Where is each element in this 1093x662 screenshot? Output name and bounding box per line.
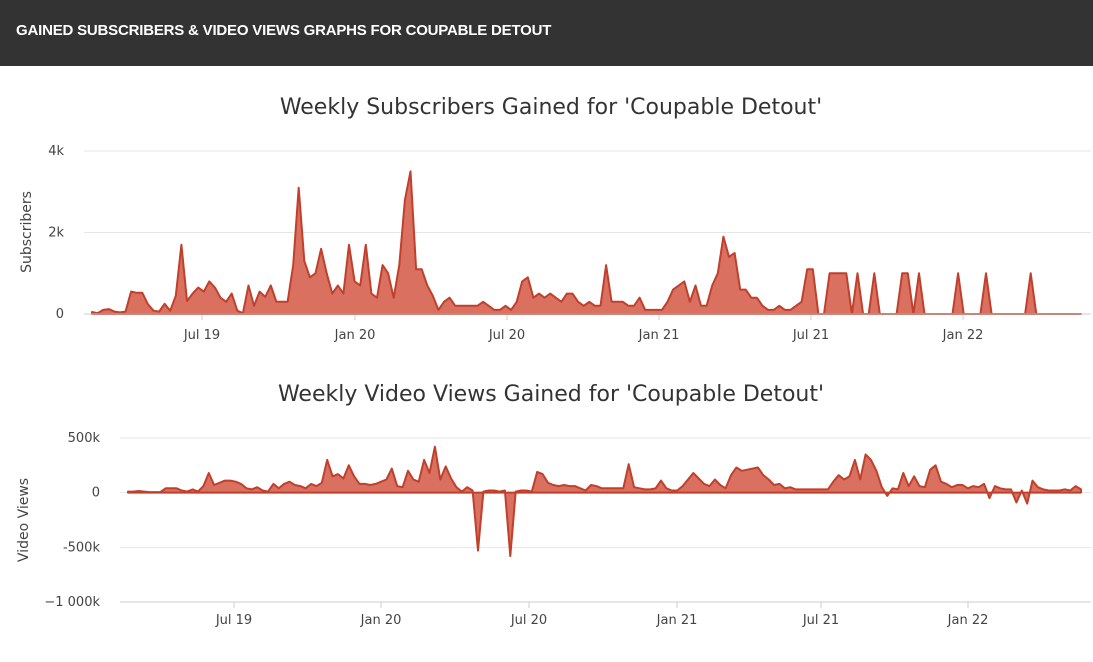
y-tick-label: −1 000k [44,595,100,610]
x-tick-label: Jan 22 [942,328,984,343]
x-tick-label: Jan 21 [656,613,698,628]
y-tick-label: 0 [56,307,64,322]
subscribers-grid [84,150,1091,315]
subscribers-x-tick-labels: Jul 19 Jan 20 Jul 20 Jan 21 Jul 21 Jan 22 [183,314,984,343]
x-tick-label: Jul 21 [802,613,839,628]
video-views-chart: Weekly Video Views Gained for 'Coupable … [16,382,1091,628]
subscribers-series-area[interactable] [91,170,1082,315]
subscribers-chart-title: Weekly Subscribers Gained for 'Coupable … [280,95,822,120]
y-tick-label: -500k [63,540,101,555]
charts-container: Weekly Subscribers Gained for 'Coupable … [0,66,1093,662]
x-tick-label: Jan 20 [334,328,376,343]
x-tick-label: Jul 19 [215,613,252,628]
page-title: GAINED SUBSCRIBERS & VIDEO VIEWS GRAPHS … [16,22,552,39]
video-views-chart-title: Weekly Video Views Gained for 'Coupable … [278,382,824,407]
x-tick-label: Jul 21 [792,328,829,343]
video-views-y-axis-title: Video Views [16,478,32,562]
y-tick-label: 0 [92,486,100,501]
subscribers-chart: Weekly Subscribers Gained for 'Coupable … [19,95,1091,343]
charts-svg: Weekly Subscribers Gained for 'Coupable … [16,95,1091,628]
x-tick-label: Jan 20 [360,613,402,628]
x-tick-label: Jan 22 [947,613,989,628]
x-tick-label: Jul 20 [488,328,525,343]
y-tick-label: 500k [68,431,101,446]
subscribers-y-axis-title: Subscribers [19,191,35,273]
y-tick-label: 2k [48,226,64,241]
video-views-x-tick-labels: Jul 19 Jan 20 Jul 20 Jan 21 Jul 21 Jan 22 [215,602,989,628]
subscribers-y-tick-labels: 0 2k 4k [48,144,64,322]
x-tick-label: Jan 21 [638,328,680,343]
page-header: GAINED SUBSCRIBERS & VIDEO VIEWS GRAPHS … [0,0,1093,66]
y-tick-label: 4k [48,144,64,159]
video-views-grid [120,437,1091,603]
video-views-series-area[interactable] [127,445,1082,558]
video-views-y-tick-labels: −1 000k -500k 0 500k [44,431,100,610]
x-tick-label: Jul 20 [510,613,547,628]
x-tick-label: Jul 19 [183,328,220,343]
